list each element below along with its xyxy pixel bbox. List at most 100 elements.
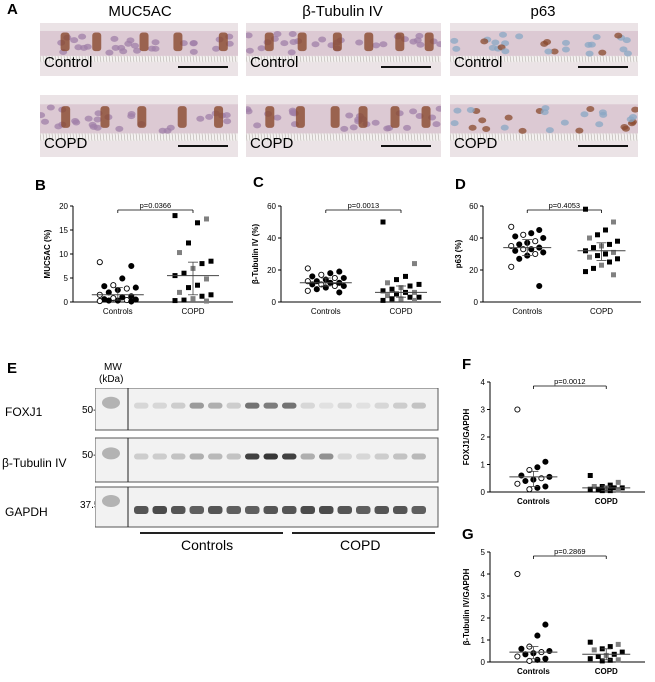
cilium — [42, 133, 45, 141]
controls-data-point — [522, 477, 529, 485]
controls-data-point — [327, 270, 334, 277]
copd-data-point — [416, 294, 422, 300]
blot-band — [300, 402, 315, 409]
cell-nucleus — [545, 127, 554, 134]
cilium — [554, 133, 557, 141]
panel-label-f: F — [462, 356, 472, 373]
micrograph-tubulin-copd: COPD — [246, 95, 441, 157]
cilium — [479, 55, 482, 63]
stained-cell — [390, 106, 400, 128]
cilia-layer — [450, 55, 638, 63]
copd-data-point — [603, 251, 608, 257]
cilium — [132, 55, 135, 63]
controls-data-point — [331, 282, 338, 290]
controls-data-point — [340, 274, 347, 282]
cilium — [545, 55, 548, 63]
cilium — [186, 55, 189, 63]
cilium — [129, 133, 132, 141]
cilium — [359, 133, 362, 141]
copd-data-point — [195, 220, 200, 226]
micrograph-muc5ac-copd: COPD — [40, 95, 238, 157]
cell-nucleus — [119, 48, 128, 55]
cilium — [458, 55, 461, 63]
cilia-layer — [246, 55, 441, 63]
copd-data-point — [615, 641, 621, 647]
cilium — [482, 133, 485, 141]
cilium — [177, 55, 180, 63]
cilium — [377, 133, 380, 141]
blot-band — [282, 402, 297, 409]
cilium — [473, 133, 476, 141]
copd-data-point — [208, 292, 214, 298]
copd-data-point — [208, 258, 214, 264]
cilium — [90, 133, 93, 141]
blot-band — [245, 402, 260, 409]
cell-nucleus — [598, 49, 607, 56]
y-tick-label: 0 — [481, 488, 486, 497]
blot-band — [189, 453, 204, 460]
blot-band — [189, 506, 204, 514]
cilium — [204, 55, 207, 63]
cilium — [69, 55, 72, 63]
cilium — [162, 133, 165, 141]
cilium — [317, 133, 320, 141]
cilium — [317, 55, 320, 63]
controls-data-point — [540, 234, 547, 242]
controls-data-point — [546, 647, 553, 655]
cilium — [521, 55, 524, 63]
controls-bracket — [140, 532, 283, 534]
cell-nucleus — [620, 123, 629, 130]
cilium — [135, 133, 138, 141]
cilium — [207, 55, 210, 63]
cilium — [347, 133, 350, 141]
copd-data-point — [611, 219, 616, 225]
cell-nucleus — [83, 43, 92, 50]
cilium — [147, 133, 150, 141]
cilium — [254, 133, 257, 141]
cilium — [386, 55, 389, 63]
cilium — [626, 133, 629, 141]
cilium — [90, 55, 93, 63]
stained-cell — [265, 106, 275, 128]
cilium — [431, 55, 434, 63]
cilium — [281, 55, 284, 63]
blot-band — [134, 506, 149, 514]
cilium — [536, 55, 539, 63]
cilium — [569, 133, 572, 141]
cilium — [344, 133, 347, 141]
cell-nucleus — [518, 127, 527, 134]
cell-nucleus — [110, 35, 119, 42]
cilium — [344, 55, 347, 63]
cilium — [356, 55, 359, 63]
cilium — [159, 133, 162, 141]
cilium — [171, 55, 174, 63]
cilium — [263, 55, 266, 63]
cilium — [476, 55, 479, 63]
blot-band — [411, 506, 426, 514]
cilium — [536, 133, 539, 141]
micrograph-label: Control — [250, 54, 299, 71]
cilium — [404, 133, 407, 141]
y-tick-label: 0 — [481, 658, 486, 667]
cilium — [57, 133, 60, 141]
cilium — [269, 55, 272, 63]
cilium — [614, 55, 617, 63]
cell-nucleus — [78, 33, 87, 40]
copd-data-point — [199, 293, 205, 299]
x-tick-label: COPD — [181, 307, 204, 316]
cilium — [611, 133, 614, 141]
controls-data-point — [534, 632, 541, 639]
chart-foxj1-gapdh: 0 1 2 3 4 FOXJ1/GAPDH Controls COPD p=0.0012 — [462, 377, 645, 506]
cilium — [156, 55, 159, 63]
controls-data-point — [542, 483, 549, 490]
blot-band — [152, 506, 167, 514]
cell-nucleus — [482, 126, 491, 133]
cilium — [153, 133, 156, 141]
western-blot — [95, 388, 439, 528]
micro-title-tubulin: β-Tubulin IV — [302, 3, 383, 20]
cilium — [225, 133, 228, 141]
cilium — [302, 55, 305, 63]
blot-band — [393, 402, 408, 409]
copd-data-point — [407, 283, 413, 289]
cilium — [186, 133, 189, 141]
